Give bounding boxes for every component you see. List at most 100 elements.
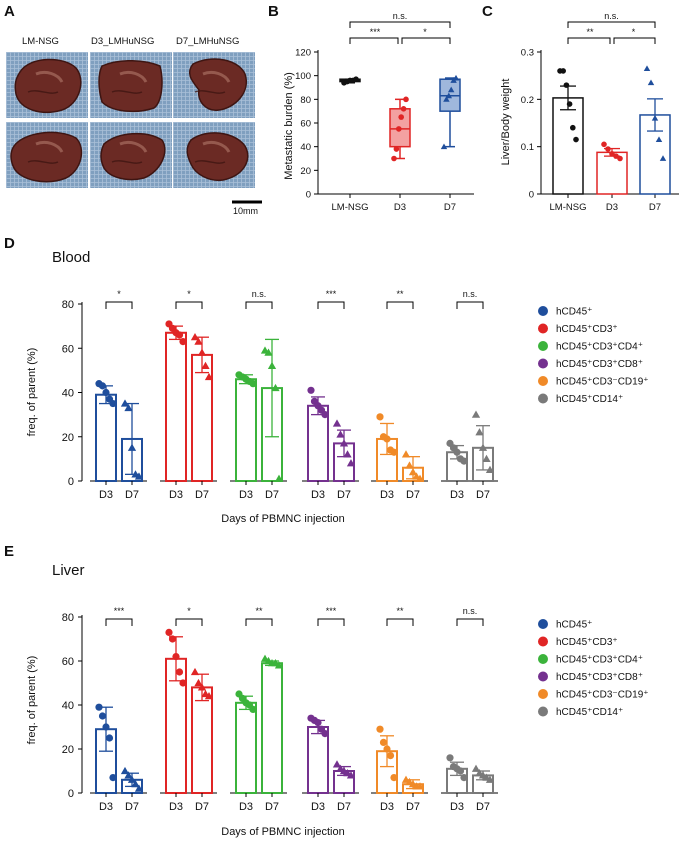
significance-bracket <box>317 618 345 626</box>
data-point <box>321 730 329 738</box>
data-point <box>379 738 388 747</box>
data-point <box>452 74 460 81</box>
y-tick-label: 0 <box>529 190 534 201</box>
data-point <box>346 771 356 779</box>
data-point <box>482 454 491 462</box>
data-point <box>175 331 184 339</box>
panel-label-b: B <box>268 3 279 20</box>
data-point <box>109 399 117 408</box>
data-point <box>573 136 579 143</box>
legend-marker <box>538 376 548 386</box>
data-point <box>643 65 651 71</box>
x-tick-label: D3 <box>169 801 183 813</box>
data-point <box>560 68 566 74</box>
data-point <box>393 146 400 152</box>
significance-bracket <box>349 37 399 44</box>
liver-photo <box>173 52 255 118</box>
x-tick-label: D3 <box>380 801 394 813</box>
x-tick-label: D7 <box>406 801 420 813</box>
significance-label: n.s. <box>252 289 267 299</box>
tissue-highlight <box>35 140 64 153</box>
data-point <box>376 413 384 421</box>
legend-marker <box>538 306 548 316</box>
tissue-highlight <box>202 70 231 83</box>
legend-label: hCD45⁺CD14⁺ <box>556 394 623 405</box>
y-tick-label: 80 <box>62 299 74 311</box>
chart-metastatic-burden: Metastatic burden (%) 0 20 40 60 80 100 120 LM-… <box>283 11 474 213</box>
data-point <box>190 667 200 676</box>
x-tick-label: D7 <box>337 801 351 813</box>
tissue-lobe-line <box>27 160 59 164</box>
data-point <box>249 380 257 388</box>
data-point <box>105 734 114 742</box>
data-point <box>346 459 356 467</box>
y-tick-label: 80 <box>62 612 74 624</box>
bar <box>95 393 117 482</box>
x-axis-label: Days of PBMNC injection <box>221 826 345 838</box>
data-point <box>332 419 342 427</box>
data-point <box>398 114 405 120</box>
photo-column-label-lm-nsg: LM-NSG <box>22 36 59 47</box>
legend-label: hCD45⁺CD14⁺ <box>556 707 623 718</box>
x-tick-label: D3 <box>239 489 253 501</box>
y-axis-label: Metastatic burden (%) <box>283 72 295 180</box>
legend-marker <box>538 619 548 629</box>
legend-marker <box>538 323 548 334</box>
significance-label: * <box>117 289 121 299</box>
data-point <box>566 101 573 107</box>
data-point <box>267 361 277 370</box>
chart-title: Blood <box>52 249 90 266</box>
data-point <box>332 760 342 768</box>
legend-label: hCD45⁺CD3⁺ <box>556 637 618 648</box>
data-point <box>386 752 395 760</box>
significance-label: *** <box>370 27 381 37</box>
data-point <box>201 361 210 370</box>
tissue-lobe-line <box>194 90 226 94</box>
data-point <box>274 474 284 482</box>
photo-column-label-d3: D3_LMHuNSG <box>91 36 154 47</box>
y-tick-label: 0.2 <box>521 95 534 106</box>
scale-bar-label: 10mm <box>233 206 258 216</box>
data-point <box>460 457 468 465</box>
data-point <box>120 399 130 407</box>
significance-bracket <box>175 301 203 309</box>
x-tick-label: D3 <box>311 801 325 813</box>
data-point <box>570 124 576 131</box>
y-tick-label: 100 <box>295 71 311 82</box>
y-axis-label: Liver/Body weight <box>500 79 512 166</box>
tissue-highlight <box>119 70 148 83</box>
significance-bracket <box>175 618 203 626</box>
significance-bracket <box>349 21 451 28</box>
x-tick-label: LM-NSG <box>332 202 369 213</box>
x-tick-label: D7 <box>125 489 139 501</box>
y-tick-label: 60 <box>300 119 311 130</box>
legend-marker <box>538 671 548 682</box>
liver-photo <box>6 52 88 118</box>
legend-label: hCD45⁺CD3⁺CD4⁺ <box>556 655 643 666</box>
data-point <box>460 774 468 782</box>
liver-tissue <box>188 58 248 111</box>
legend-marker <box>538 393 548 404</box>
data-point <box>563 82 570 88</box>
legend-label: hCD45⁺ <box>556 307 592 318</box>
data-point <box>403 96 409 103</box>
legend-marker <box>538 706 548 717</box>
data-point <box>446 754 454 762</box>
y-tick-label: 120 <box>295 48 311 59</box>
y-tick-label: 20 <box>300 166 311 177</box>
significance-label: *** <box>326 606 337 616</box>
data-point <box>131 780 140 788</box>
x-tick-label: D7 <box>476 801 490 813</box>
chart-liver: Liver freq. of parent (%) Days of PBMNC … <box>26 562 498 838</box>
y-tick-label: 60 <box>62 656 74 668</box>
data-point <box>601 141 607 148</box>
data-point <box>204 372 214 381</box>
significance-bracket <box>317 301 345 309</box>
x-tick-label: D3 <box>380 489 394 501</box>
chart-title: Liver <box>52 562 85 579</box>
legend-label: hCD45⁺CD3⁻CD19⁺ <box>556 690 649 701</box>
data-point <box>440 143 448 150</box>
y-tick-label: 20 <box>62 744 74 756</box>
significance-label: n.s. <box>393 11 408 21</box>
x-tick-label: LM-NSG <box>550 202 587 213</box>
